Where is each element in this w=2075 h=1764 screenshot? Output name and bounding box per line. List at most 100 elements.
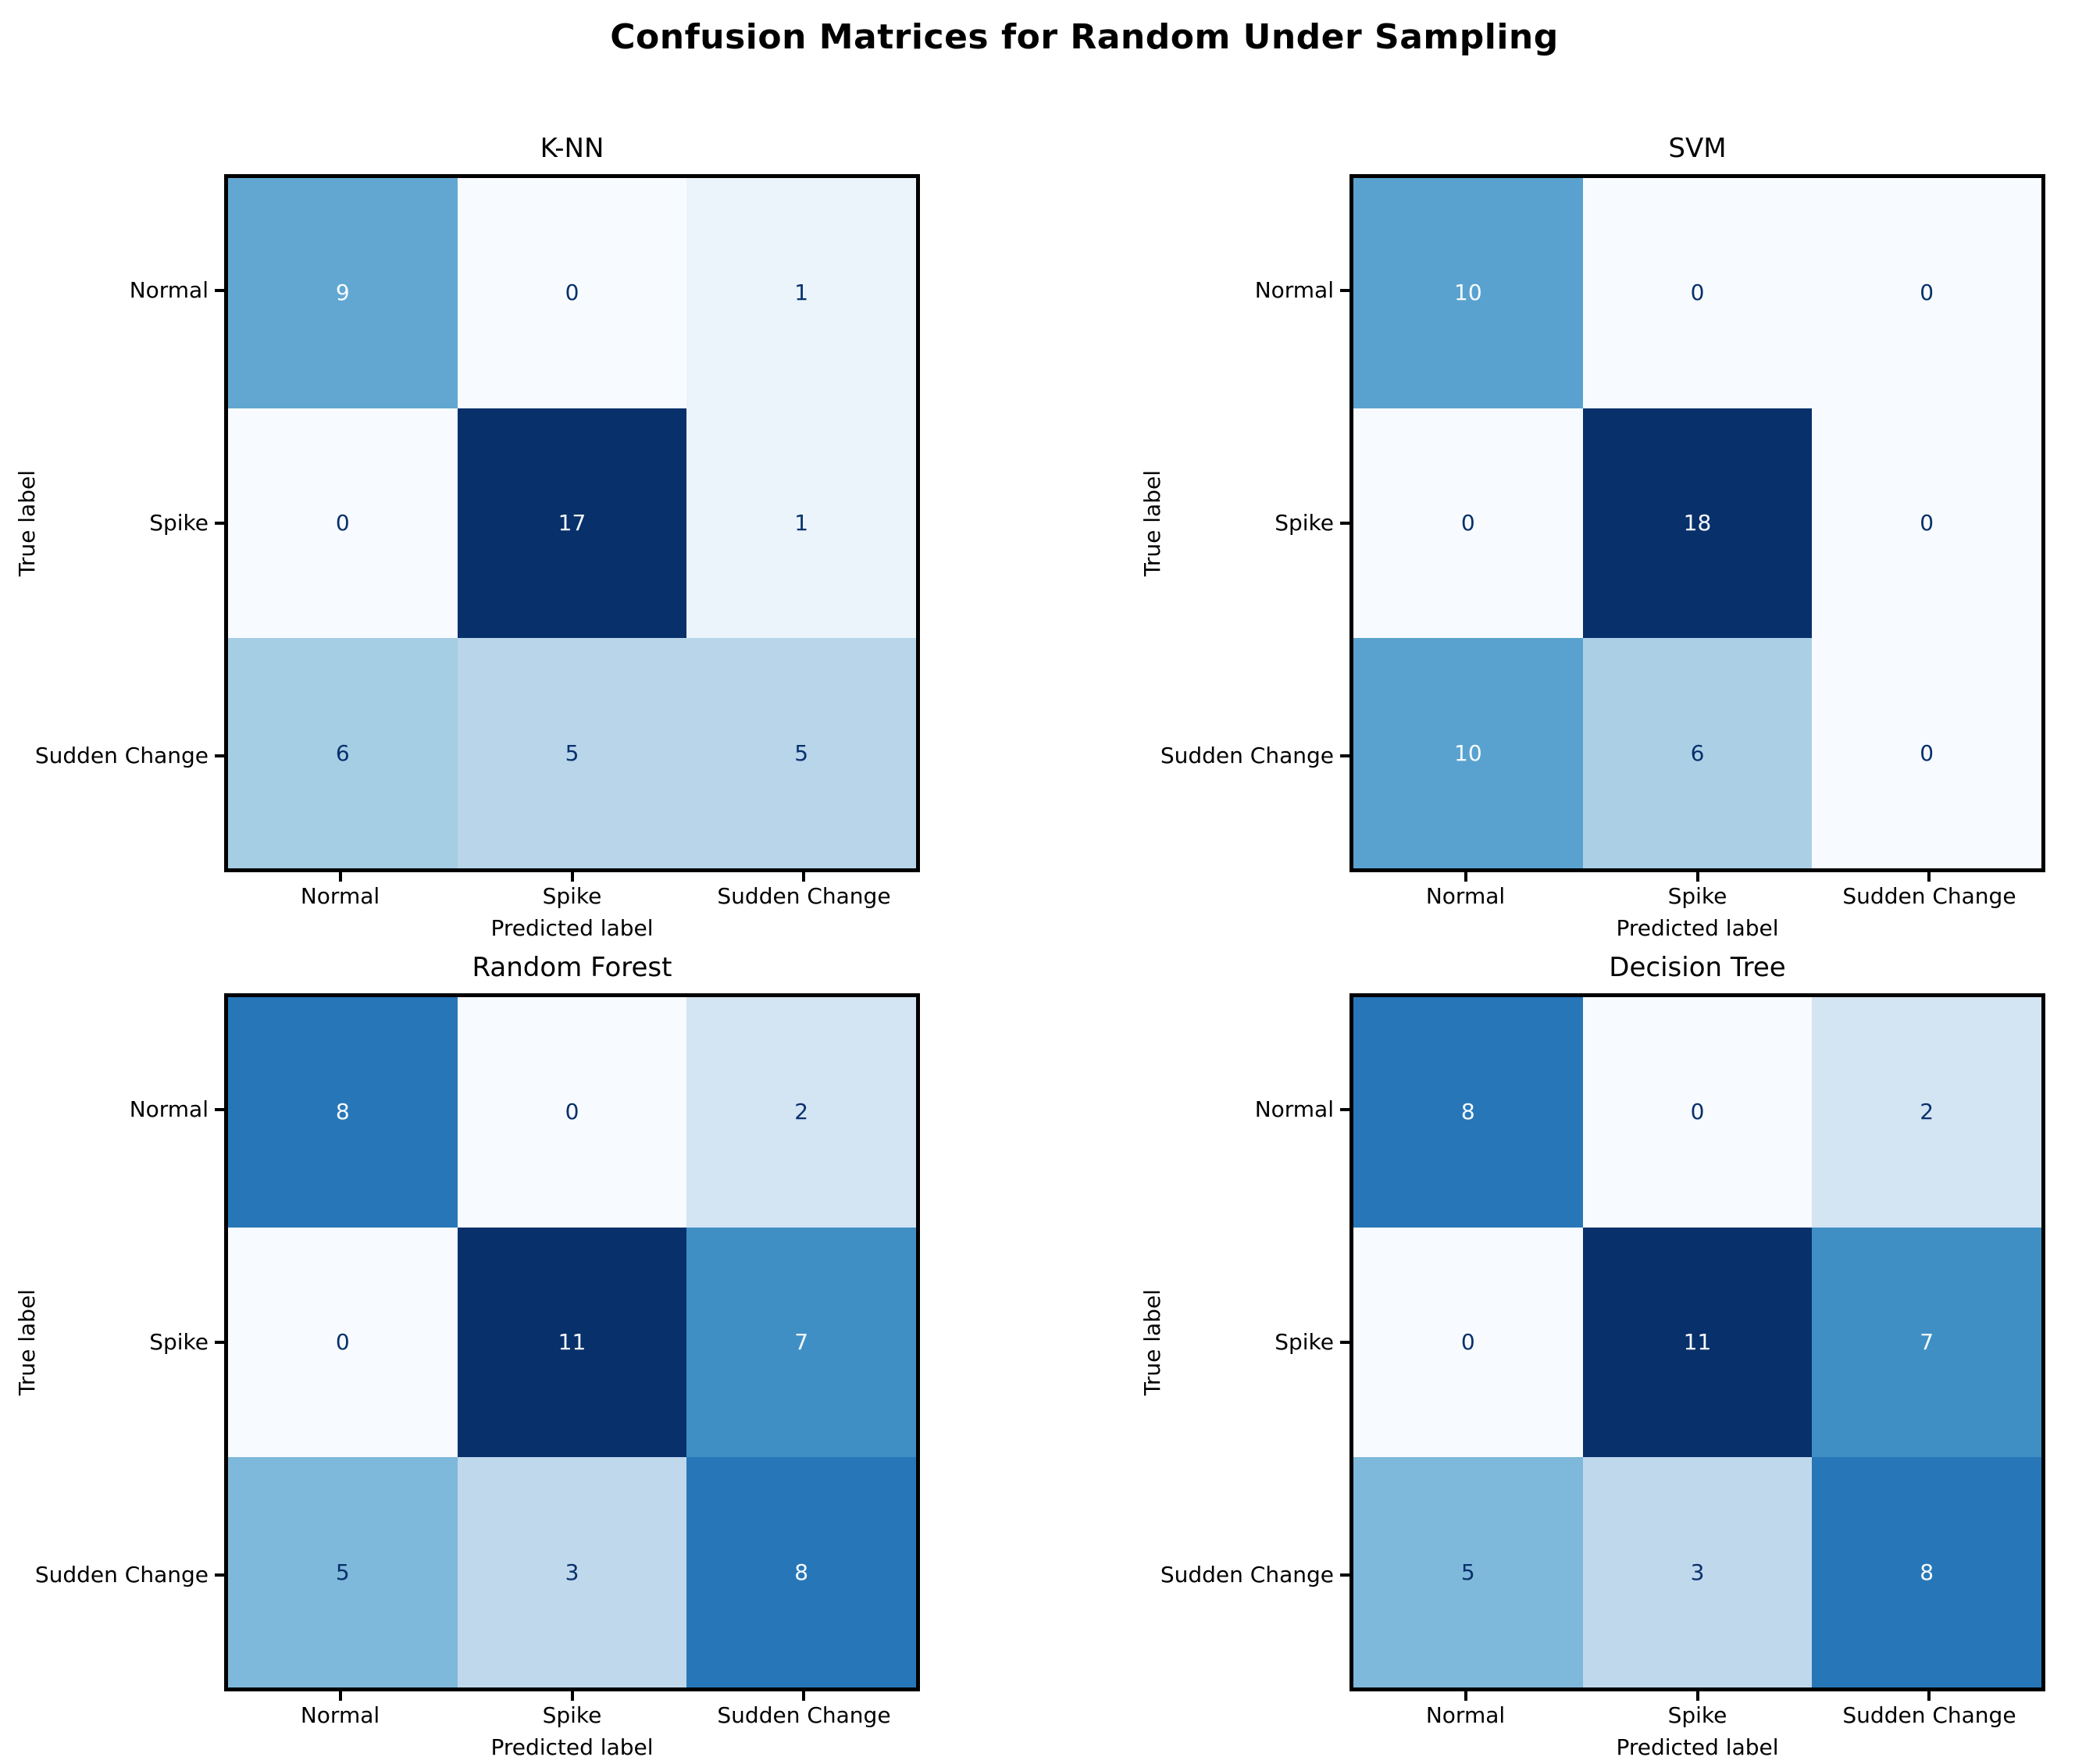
cell-value: 11 xyxy=(558,1328,586,1355)
y-tick-mark xyxy=(215,522,224,525)
cell-value: 0 xyxy=(1920,280,1934,306)
x-tick-mark xyxy=(802,1691,806,1701)
heatmap-cell: 6 xyxy=(228,638,458,868)
y-tick-label: Spike xyxy=(1275,510,1334,536)
y-tick-mark xyxy=(215,1341,224,1344)
y-tick-label: Spike xyxy=(149,510,209,536)
x-tick-mark xyxy=(1464,872,1467,882)
x-tick-label: Spike xyxy=(542,1702,602,1728)
heatmap-cell: 1 xyxy=(686,408,916,639)
heatmap-cell: 11 xyxy=(1582,1227,1813,1458)
x-axis-label: Predicted label xyxy=(1616,1734,1779,1760)
y-tick-mark xyxy=(215,1573,224,1577)
heatmap-cell: 5 xyxy=(686,638,916,868)
y-tick-mark xyxy=(1340,1108,1349,1111)
heatmap-cell: 0 xyxy=(1582,178,1813,408)
x-axis-label: Predicted label xyxy=(490,1734,654,1760)
heatmap-cell: 8 xyxy=(686,1457,916,1687)
y-tick-mark xyxy=(1340,522,1349,525)
x-tick-mark xyxy=(338,1691,342,1701)
cell-value: 0 xyxy=(565,280,579,306)
x-tick-label: Normal xyxy=(1425,1702,1506,1728)
x-tick-mark xyxy=(1927,1691,1931,1701)
cell-value: 1 xyxy=(794,280,809,306)
heatmap-cell: 2 xyxy=(1812,997,2041,1228)
cell-value: 0 xyxy=(1920,509,1934,536)
x-axis-label: Predicted label xyxy=(1616,915,1779,941)
x-tick-mark xyxy=(570,872,574,882)
heatmap-cell: 0 xyxy=(228,408,458,639)
cell-value: 2 xyxy=(1920,1099,1934,1125)
x-tick-label: Sudden Change xyxy=(1842,1702,2016,1728)
cell-value: 5 xyxy=(794,739,809,766)
heatmap-cell: 9 xyxy=(228,178,458,408)
y-tick-mark xyxy=(1340,1573,1349,1577)
cell-value: 0 xyxy=(1690,280,1705,306)
x-tick-label: Sudden Change xyxy=(717,1702,891,1728)
cell-value: 3 xyxy=(565,1559,579,1585)
cell-value: 6 xyxy=(335,739,350,766)
x-tick-mark xyxy=(1695,1691,1699,1701)
heatmap-cell: 8 xyxy=(228,997,458,1228)
heatmap-cell: 11 xyxy=(457,1227,687,1458)
x-tick-label: Normal xyxy=(300,883,380,909)
subplot-svm: SVM True label 10 0 0 0 18 0 10 6 0 Predicted la… xyxy=(1139,135,2045,939)
y-tick-label: Normal xyxy=(129,277,209,303)
y-tick-label: Sudden Change xyxy=(34,742,209,768)
cell-value: 9 xyxy=(335,280,350,306)
heatmap-cell: 8 xyxy=(1353,997,1583,1228)
cell-value: 8 xyxy=(1920,1559,1934,1585)
x-tick-label: Sudden Change xyxy=(717,883,891,909)
y-tick-mark xyxy=(1340,1341,1349,1344)
y-tick-label: Normal xyxy=(1254,277,1334,303)
y-tick-mark xyxy=(215,289,224,292)
heatmap-cell: 3 xyxy=(1582,1457,1813,1687)
heatmap-cell: 0 xyxy=(1353,1227,1583,1458)
x-tick-label: Normal xyxy=(300,1702,380,1728)
y-tick-mark xyxy=(1340,754,1349,757)
x-tick-mark xyxy=(570,1691,574,1701)
cell-value: 7 xyxy=(794,1328,809,1355)
cell-value: 0 xyxy=(1690,1099,1705,1125)
cell-value: 5 xyxy=(335,1559,350,1585)
x-tick-label: Spike xyxy=(542,883,602,909)
heatmap-cell: 6 xyxy=(1582,638,1813,868)
plot-title-random-forest: Random Forest xyxy=(472,952,672,983)
cell-value: 5 xyxy=(1460,1559,1475,1585)
x-tick-mark xyxy=(1464,1691,1467,1701)
x-tick-label: Spike xyxy=(1667,1702,1727,1728)
heatmap-cell: 0 xyxy=(457,997,687,1228)
y-tick-label: Spike xyxy=(149,1329,209,1355)
x-tick-mark xyxy=(338,872,342,882)
plot-title-knn: K-NN xyxy=(540,133,604,164)
y-axis-label: True label xyxy=(1139,469,1165,577)
y-tick-mark xyxy=(215,1108,224,1111)
y-tick-label: Spike xyxy=(1275,1329,1334,1355)
heatmap-cell: 0 xyxy=(1812,638,2041,868)
x-tick-label: Sudden Change xyxy=(1842,883,2016,909)
heatmap-cell: 0 xyxy=(1812,178,2041,408)
x-tick-label: Spike xyxy=(1667,883,1727,909)
subplot-knn: K-NN True label 9 0 1 0 17 1 6 5 5 Predicted lab… xyxy=(14,135,920,939)
heatmap-cell: 5 xyxy=(1353,1457,1583,1687)
heatmap-cell: 7 xyxy=(1812,1227,2041,1458)
cell-value: 0 xyxy=(335,1328,350,1355)
heatmap-cell: 0 xyxy=(228,1227,458,1458)
heatmap-cell: 18 xyxy=(1582,408,1813,639)
figure-title: Confusion Matrices for Random Under Samp… xyxy=(610,17,1559,57)
heatmap-cell: 8 xyxy=(1812,1457,2041,1687)
y-tick-label: Normal xyxy=(129,1096,209,1122)
x-tick-mark xyxy=(1695,872,1699,882)
y-axis-label: True label xyxy=(1139,1288,1165,1396)
heatmap-cell: 2 xyxy=(686,997,916,1228)
heatmap-cell: 7 xyxy=(686,1227,916,1458)
heatmap-random-forest: 8 0 2 0 11 7 5 3 8 xyxy=(224,993,920,1691)
cell-value: 8 xyxy=(1460,1099,1475,1125)
cell-value: 17 xyxy=(558,509,586,536)
heatmap-cell: 0 xyxy=(1353,408,1583,639)
cell-value: 10 xyxy=(1454,739,1482,766)
y-tick-label: Sudden Change xyxy=(1160,1561,1334,1588)
cell-value: 7 xyxy=(1920,1328,1934,1355)
plot-title-decision-tree: Decision Tree xyxy=(1609,952,1786,983)
